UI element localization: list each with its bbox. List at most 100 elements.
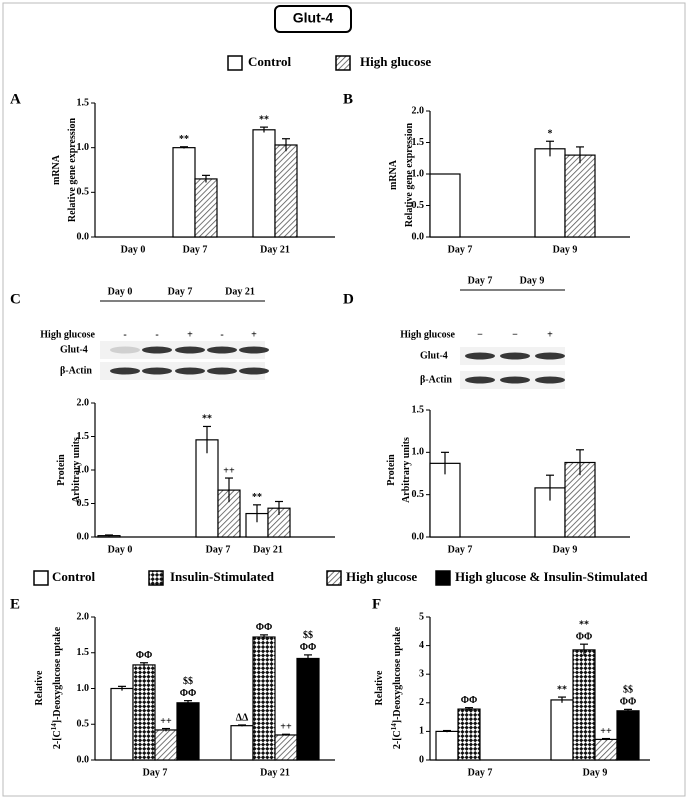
legend-swatch — [148, 570, 164, 586]
x-tick-label: Day 7 — [206, 544, 231, 555]
x-tick-label: Day 9 — [553, 544, 578, 555]
y-tick-label: 1.5 — [77, 97, 90, 108]
y-tick-label: 2 — [419, 697, 424, 708]
y-tick-label: 1.5 — [412, 137, 425, 148]
panel-letter: E — [10, 596, 20, 612]
blot-day-label: Day 7 — [468, 275, 493, 286]
bar — [435, 730, 459, 761]
x-tick-label: Day 9 — [553, 244, 578, 255]
significance-mark: ++ — [600, 726, 612, 737]
title: Glut-4 — [293, 10, 334, 26]
significance-mark: ** — [252, 492, 262, 503]
y-axis-label: 2-[C14]-Deoxyglucose uptake — [390, 626, 404, 749]
legend-swatch — [33, 570, 49, 586]
blot-band — [500, 352, 530, 360]
blot-band — [110, 367, 140, 375]
panel-letter: B — [343, 91, 353, 107]
y-axis-label: Relative gene expression — [404, 122, 415, 227]
blot-treatment-label: High glucose — [400, 329, 455, 340]
significance-mark: ** — [179, 134, 189, 145]
blot-sign: − — [477, 329, 483, 340]
x-tick-label: Day 21 — [260, 244, 290, 255]
legend-label: High glucose & Insulin-Stimulated — [455, 569, 648, 584]
panel-letter: C — [10, 291, 21, 307]
y-tick-label: 0.5 — [77, 498, 90, 509]
legend-swatch — [227, 55, 243, 71]
significance-mark: ** — [202, 414, 212, 425]
y-axis-label: Relative — [374, 670, 385, 706]
significance-mark: ΦΦ — [180, 688, 197, 699]
panel-letter: A — [10, 91, 21, 107]
x-tick-label: Day 7 — [448, 244, 473, 255]
bar — [110, 687, 134, 761]
y-axis-label-part: Relative — [374, 670, 385, 706]
y-tick-label: 1.5 — [412, 404, 425, 415]
y-axis-label-part: mRNA — [51, 154, 62, 185]
significance-mark: ** — [259, 114, 269, 125]
y-axis-label-part: Relative gene expression — [404, 122, 415, 227]
significance-mark: $$ — [183, 676, 193, 687]
x-tick-label: Day 21 — [253, 544, 283, 555]
y-tick-label: 1.0 — [77, 683, 90, 694]
panel-letter: F — [372, 596, 381, 612]
x-tick-label: Day 9 — [583, 767, 608, 778]
blot-day-label: Day 7 — [168, 286, 193, 297]
bar — [594, 738, 618, 761]
blot-treatment-label: High glucose — [40, 329, 95, 340]
bar — [274, 734, 298, 761]
y-tick-label: 1.5 — [77, 431, 90, 442]
y-axis-label-part: mRNA — [388, 159, 399, 190]
y-tick-label: 1.0 — [412, 447, 425, 458]
y-axis-label: Protein — [56, 454, 67, 486]
y-axis-label-part: Relative gene expression — [67, 117, 78, 222]
y-tick-label: 0.0 — [77, 531, 90, 542]
bar — [194, 178, 218, 238]
y-axis-label: Protein — [386, 454, 397, 486]
significance-mark: ΦΦ — [620, 697, 637, 708]
y-tick-label: 0.5 — [77, 719, 90, 730]
x-tick-label: Day 0 — [121, 244, 146, 255]
y-axis-label: mRNA — [388, 159, 399, 190]
bar — [172, 147, 196, 238]
x-tick-label: Day 0 — [108, 544, 133, 555]
blot-band — [175, 346, 205, 354]
y-tick-label: 3 — [419, 668, 424, 679]
blot-band — [207, 367, 237, 375]
y-axis-label-part: 2-[C — [52, 730, 63, 749]
y-axis-label-part: Relative — [34, 670, 45, 706]
bar — [195, 439, 219, 538]
y-axis-label-part: 14 — [50, 723, 58, 731]
significance-mark: ** — [557, 684, 567, 695]
bar — [550, 699, 574, 761]
blot-band — [535, 376, 565, 384]
y-axis-label-part: Arbitrary units — [71, 437, 82, 503]
y-tick-label: 1 — [419, 726, 424, 737]
bar — [296, 657, 320, 761]
significance-mark: ΦΦ — [256, 622, 273, 633]
significance-mark: ΦΦ — [576, 631, 593, 642]
blot-band — [175, 367, 205, 375]
y-tick-label: 0.0 — [77, 231, 90, 242]
y-axis-label-part: 2-[C — [392, 730, 403, 749]
y-axis-label: mRNA — [51, 154, 62, 185]
blot-sign: + — [251, 329, 257, 340]
bar — [429, 173, 461, 238]
legend-swatch — [435, 570, 451, 586]
bar — [154, 729, 178, 761]
legend-label: Insulin-Stimulated — [170, 569, 275, 584]
blot-band — [239, 367, 269, 375]
blot-sign: − — [512, 329, 518, 340]
y-tick-label: 1.0 — [412, 168, 425, 179]
bar — [457, 708, 481, 761]
y-tick-label: 1.0 — [77, 464, 90, 475]
y-tick-label: 0 — [419, 754, 424, 765]
y-tick-label: 0.0 — [412, 231, 425, 242]
legend-swatch — [335, 55, 351, 71]
blot-band — [207, 346, 237, 354]
legend-label: Control — [248, 54, 291, 69]
y-tick-label: 0.5 — [412, 489, 425, 500]
title-box — [274, 5, 352, 33]
bar — [132, 664, 156, 761]
